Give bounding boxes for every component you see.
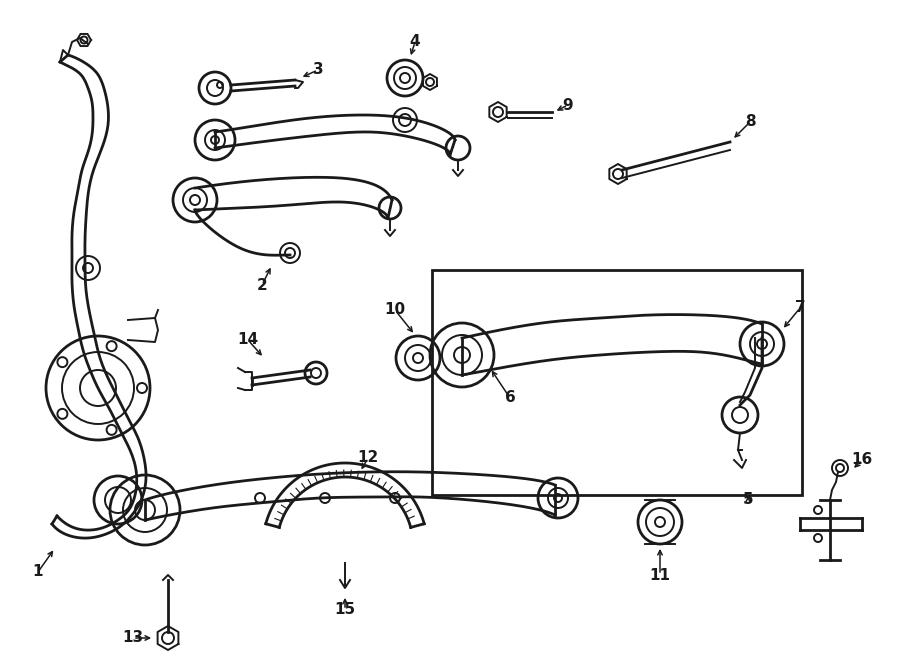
Text: 1: 1 bbox=[32, 565, 43, 579]
Text: 5: 5 bbox=[742, 493, 753, 508]
Text: 8: 8 bbox=[744, 115, 755, 130]
Text: 12: 12 bbox=[357, 451, 379, 465]
Text: 11: 11 bbox=[650, 567, 670, 583]
Text: 10: 10 bbox=[384, 303, 406, 318]
Text: 15: 15 bbox=[335, 602, 356, 618]
Text: 14: 14 bbox=[238, 332, 258, 348]
Bar bbox=[432, 270, 802, 495]
Text: 7: 7 bbox=[795, 301, 806, 316]
Text: 2: 2 bbox=[256, 277, 267, 293]
Text: 16: 16 bbox=[851, 453, 873, 467]
Text: 9: 9 bbox=[562, 97, 573, 113]
Text: 4: 4 bbox=[410, 34, 420, 50]
Text: 13: 13 bbox=[122, 630, 144, 645]
Text: 3: 3 bbox=[312, 62, 323, 77]
Text: 6: 6 bbox=[505, 391, 516, 406]
